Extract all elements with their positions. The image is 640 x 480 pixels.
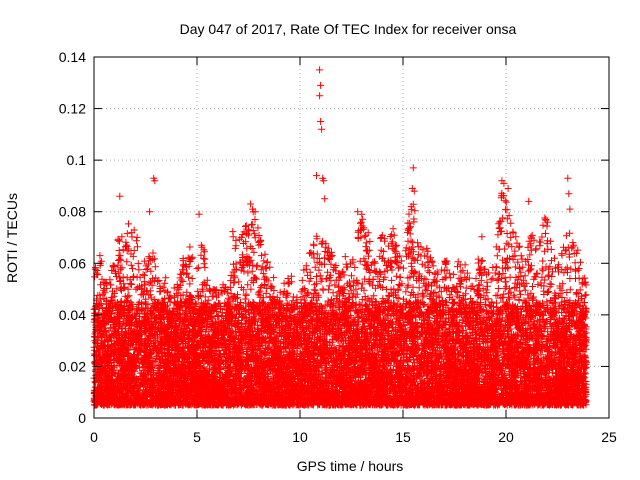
chart-title: Day 047 of 2017, Rate Of TEC Index for r… [180,21,517,37]
data-point [198,299,206,307]
data-points [90,66,590,409]
